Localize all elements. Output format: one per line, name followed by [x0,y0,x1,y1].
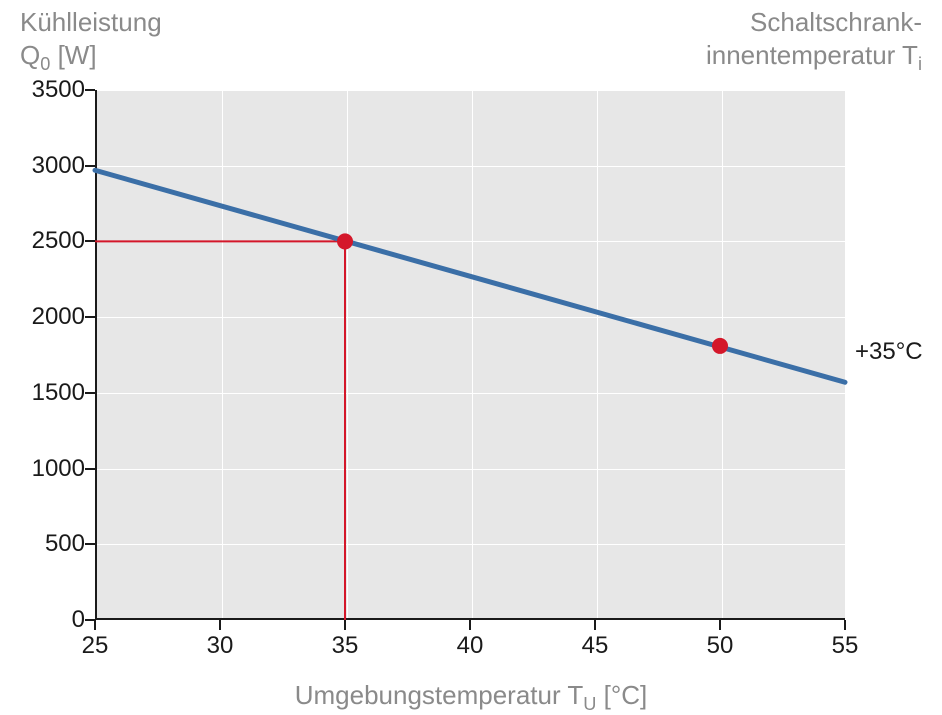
chart-svg [0,0,942,714]
y-tick-label: 3000 [15,152,85,180]
x-tick-label: 50 [690,632,750,660]
data-point [337,233,353,249]
x-tick-mark [94,620,96,630]
cooling-chart: Kühlleistung Q0 [W] Schaltschrank- innen… [0,0,942,714]
x-tick-label: 55 [815,632,875,660]
y-tick-label: 3500 [15,76,85,104]
data-point [712,338,728,354]
y-tick-label: 1000 [15,455,85,483]
y-tick-mark [85,240,95,242]
y-tick-mark [85,165,95,167]
y-tick-mark [85,316,95,318]
y-tick-mark [85,468,95,470]
x-axis-title: Umgebungstemperatur TU [°C] [0,680,942,715]
x-tick-mark [844,620,846,630]
y-tick-label: 1500 [15,379,85,407]
y-tick-mark [85,392,95,394]
x-tick-label: 30 [190,632,250,660]
y-tick-label: 2500 [15,227,85,255]
x-tick-mark [469,620,471,630]
y-tick-label: 2000 [15,303,85,331]
data-line [95,170,845,382]
x-tick-mark [219,620,221,630]
y-tick-mark [85,619,95,621]
x-tick-label: 45 [565,632,625,660]
line-annotation: +35°C [855,338,923,366]
y-tick-mark [85,543,95,545]
x-tick-mark [344,620,346,630]
x-tick-mark [719,620,721,630]
y-tick-mark [85,89,95,91]
x-tick-label: 25 [65,632,125,660]
x-tick-mark [594,620,596,630]
y-tick-label: 0 [15,606,85,634]
y-tick-label: 500 [15,530,85,558]
x-tick-label: 35 [315,632,375,660]
x-tick-label: 40 [440,632,500,660]
